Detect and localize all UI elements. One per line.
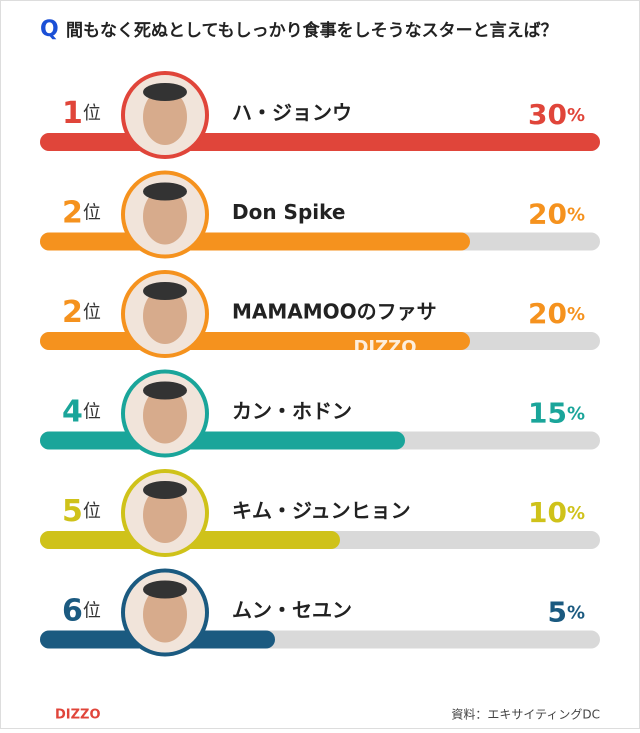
value-unit: % bbox=[567, 304, 585, 325]
photo-hair bbox=[143, 381, 187, 400]
photo-hair bbox=[143, 182, 187, 201]
value-label: 10% bbox=[528, 496, 585, 529]
rank-suffix: 位 bbox=[83, 203, 101, 224]
rank-suffix: 位 bbox=[83, 402, 101, 423]
rank: 6位 bbox=[62, 593, 101, 628]
photo-face bbox=[143, 188, 187, 245]
rank: 2位 bbox=[62, 195, 101, 230]
photo-face bbox=[143, 288, 187, 344]
rank-number: 6 bbox=[62, 593, 83, 628]
value-number: 30 bbox=[528, 98, 567, 131]
photo-face bbox=[143, 89, 187, 145]
watermark: DIZZO bbox=[353, 337, 416, 358]
value-number: 20 bbox=[528, 198, 567, 231]
photo-face bbox=[143, 387, 187, 444]
value-unit: % bbox=[567, 603, 585, 624]
bar bbox=[40, 232, 470, 251]
name: MAMAMOOのファサ bbox=[232, 300, 437, 324]
rank-number: 5 bbox=[62, 494, 83, 529]
bar bbox=[40, 431, 405, 450]
value-unit: % bbox=[567, 503, 585, 524]
name: カン・ホドン bbox=[232, 399, 352, 423]
value-label: 5% bbox=[547, 596, 585, 629]
rank-suffix: 位 bbox=[83, 302, 101, 323]
rank: 4位 bbox=[62, 394, 101, 429]
name: Don Spike bbox=[232, 200, 345, 224]
value-number: 10 bbox=[528, 496, 567, 529]
photo-hair bbox=[143, 83, 187, 101]
value-unit: % bbox=[567, 205, 585, 226]
photo-face bbox=[143, 487, 187, 543]
value-number: 15 bbox=[528, 397, 567, 430]
rank-suffix: 位 bbox=[83, 501, 101, 522]
photo-face bbox=[143, 586, 187, 643]
value-unit: % bbox=[567, 404, 585, 425]
photo-hair bbox=[143, 580, 187, 599]
value-label: 20% bbox=[528, 198, 585, 231]
title-mark: Q bbox=[40, 17, 59, 42]
name: ムン・セユン bbox=[232, 598, 352, 622]
value-label: 15% bbox=[528, 397, 585, 430]
rank-number: 1 bbox=[62, 96, 83, 131]
rank: 5位 bbox=[62, 494, 101, 529]
rank: 2位 bbox=[62, 295, 101, 330]
chart-title: 間もなく死ぬとしてもしっかり食事をしそうなスターと言えば？ bbox=[66, 20, 558, 41]
bar bbox=[40, 133, 600, 151]
rank-suffix: 位 bbox=[83, 601, 101, 622]
logo: DIZZO bbox=[55, 708, 101, 723]
rank-suffix: 位 bbox=[83, 103, 101, 124]
value-label: 20% bbox=[528, 297, 585, 330]
value-label: 30% bbox=[528, 98, 585, 131]
rank: 1位 bbox=[62, 96, 101, 131]
value-number: 20 bbox=[528, 297, 567, 330]
name: キム・ジュンヒョン bbox=[232, 499, 411, 523]
value-unit: % bbox=[567, 105, 585, 126]
rank-number: 4 bbox=[62, 394, 83, 429]
photo-hair bbox=[143, 282, 187, 300]
rank-number: 2 bbox=[62, 195, 83, 230]
value-number: 5 bbox=[547, 596, 566, 629]
source: 資料：エキサイティングDC bbox=[451, 708, 600, 722]
photo-hair bbox=[143, 481, 187, 499]
name: ハ・ジョンウ bbox=[232, 101, 352, 125]
rank-number: 2 bbox=[62, 295, 83, 330]
